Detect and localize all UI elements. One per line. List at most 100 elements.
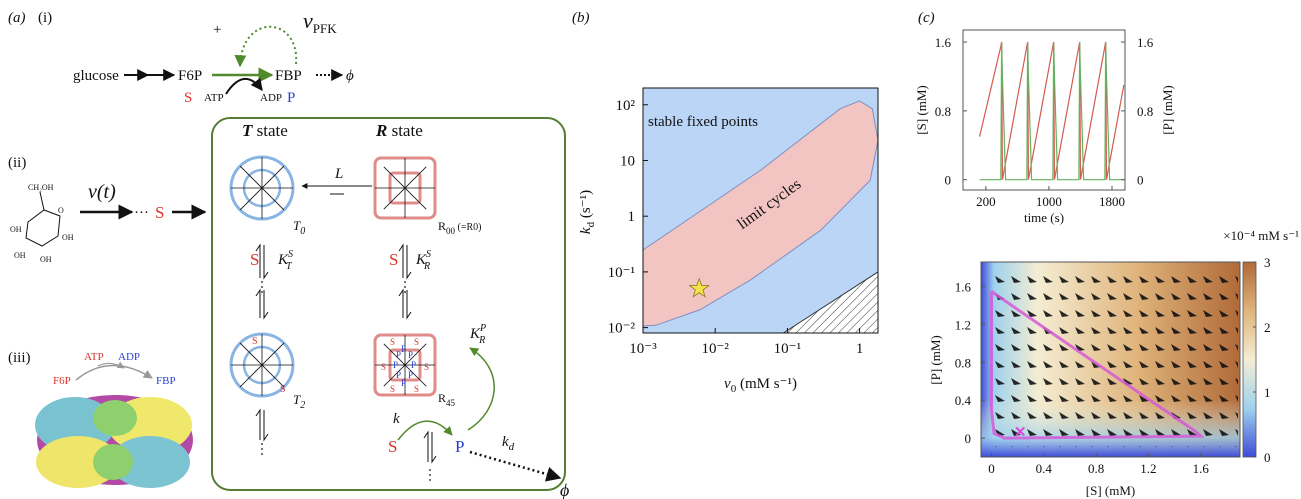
site-label: P (411, 360, 416, 370)
y-tick-label: 0 (965, 431, 972, 446)
note: (=R0) (455, 222, 481, 233)
symbol: R (438, 391, 446, 405)
dots: ··· (134, 205, 149, 221)
superscript: P (479, 323, 486, 334)
symbol: ν (303, 8, 313, 33)
dot (261, 448, 263, 450)
x-tick-label: 1 (856, 341, 864, 357)
subscript: R (478, 335, 485, 346)
state-label: T state (242, 121, 288, 140)
t-state-enzyme: SS (231, 334, 293, 396)
unit: (s⁻¹) (578, 190, 594, 222)
site-label: S (414, 337, 419, 347)
x-tick-label: 10⁻² (701, 341, 729, 357)
charts: limit cyclesstable fixed points10⁻³10⁻²1… (578, 30, 1299, 498)
substrate: S (250, 250, 259, 269)
y-tick-label: 1.2 (955, 317, 971, 332)
sink: ϕ (346, 68, 354, 84)
harpoon (264, 410, 268, 440)
cofactor: ADP (260, 92, 282, 104)
axis-label: ν0 (mM s⁻¹) (724, 376, 797, 395)
colorbar-label: ×10⁻⁴ mM s⁻¹ (1223, 228, 1299, 243)
symbol: T (242, 121, 253, 140)
y-tick-label: 0 (945, 173, 952, 188)
harpoon (399, 290, 403, 318)
arrow (468, 348, 494, 430)
colorbar-tick-label: 1 (1264, 385, 1271, 400)
subscript: d (509, 441, 515, 453)
molecule-label: O (58, 206, 64, 215)
site-label: S (390, 337, 395, 347)
y2-axis-label: [P] (mM) (1160, 85, 1175, 134)
substrate: S (388, 437, 397, 456)
metabolite: F6P (178, 68, 202, 84)
dot (404, 281, 406, 283)
y-axis-label: [P] (mM) (928, 335, 943, 384)
x-tick-label: 0.4 (1036, 461, 1053, 476)
y-tick-label: 10 (620, 153, 635, 169)
substrate: S (184, 90, 192, 106)
dot (429, 469, 431, 471)
site-label: S (390, 384, 395, 394)
harpoon (407, 290, 411, 318)
harpoon (264, 245, 268, 278)
dot (261, 281, 263, 283)
x-tick-label: 1000 (1036, 194, 1062, 209)
y-tick-label: 1 (628, 209, 636, 225)
dot (261, 443, 263, 445)
product: P (455, 437, 464, 456)
x-tick-label: 200 (976, 194, 996, 209)
arrow (76, 365, 152, 380)
dot (261, 453, 263, 455)
panel-label: (a) (8, 10, 26, 26)
y-tick-label: 1.6 (935, 35, 952, 50)
subscript: R (423, 261, 430, 272)
allosteric-constant: L (334, 166, 343, 182)
subscript: 2 (300, 400, 305, 411)
y-tick-label: 10⁻¹ (608, 265, 635, 281)
y-tick-label: 1.6 (955, 280, 972, 295)
site-label: P (408, 350, 413, 360)
colorbar-tick-label: 2 (1264, 320, 1271, 335)
rate-constant: kd (502, 434, 515, 453)
y2-tick-label: 0.8 (1137, 104, 1153, 119)
state-name: R45 (438, 391, 456, 408)
panel-label: (c) (918, 10, 935, 26)
molecule-label: OH (40, 255, 52, 264)
arrow (470, 452, 560, 478)
metabolite: F6P (53, 375, 71, 387)
colorbar-tick-label: 3 (1264, 255, 1271, 270)
cofactor: ATP (204, 92, 224, 104)
t-state-enzyme (231, 157, 293, 219)
x-tick-label: 1.2 (1140, 461, 1156, 476)
y2-tick-label: 0 (1137, 173, 1144, 188)
harpoon (256, 290, 260, 318)
y-tick-label: 10² (616, 98, 636, 114)
sink: ϕ (560, 480, 569, 499)
region-label: stable fixed points (648, 114, 758, 130)
metabolite: ATP (84, 351, 104, 363)
x-tick-label: 10⁻³ (629, 341, 657, 357)
flow-arrows (989, 268, 1238, 447)
x-tick-label: 0 (988, 461, 995, 476)
dot (261, 286, 263, 288)
activation: + (213, 22, 221, 38)
symbol: R (375, 121, 387, 140)
x-axis-label: time (s) (1024, 210, 1064, 225)
y-axis-label: [S] (mM) (914, 85, 929, 134)
superscript: S (426, 249, 431, 260)
x-axis-label: [S] (mM) (1086, 483, 1135, 498)
product: P (287, 90, 295, 106)
part-label: (i) (38, 10, 52, 26)
site-label: P (408, 370, 413, 380)
state-name: T0 (293, 218, 305, 237)
site-label: S (414, 384, 419, 394)
part-label: (iii) (8, 350, 31, 366)
molecule-label: CH₂OH (28, 183, 54, 192)
dot (404, 291, 406, 293)
rate-constant: k (393, 411, 400, 427)
symbol: R (438, 219, 446, 233)
rate-label: νPFK (303, 8, 337, 36)
y-tick-label: 0.8 (955, 355, 971, 370)
